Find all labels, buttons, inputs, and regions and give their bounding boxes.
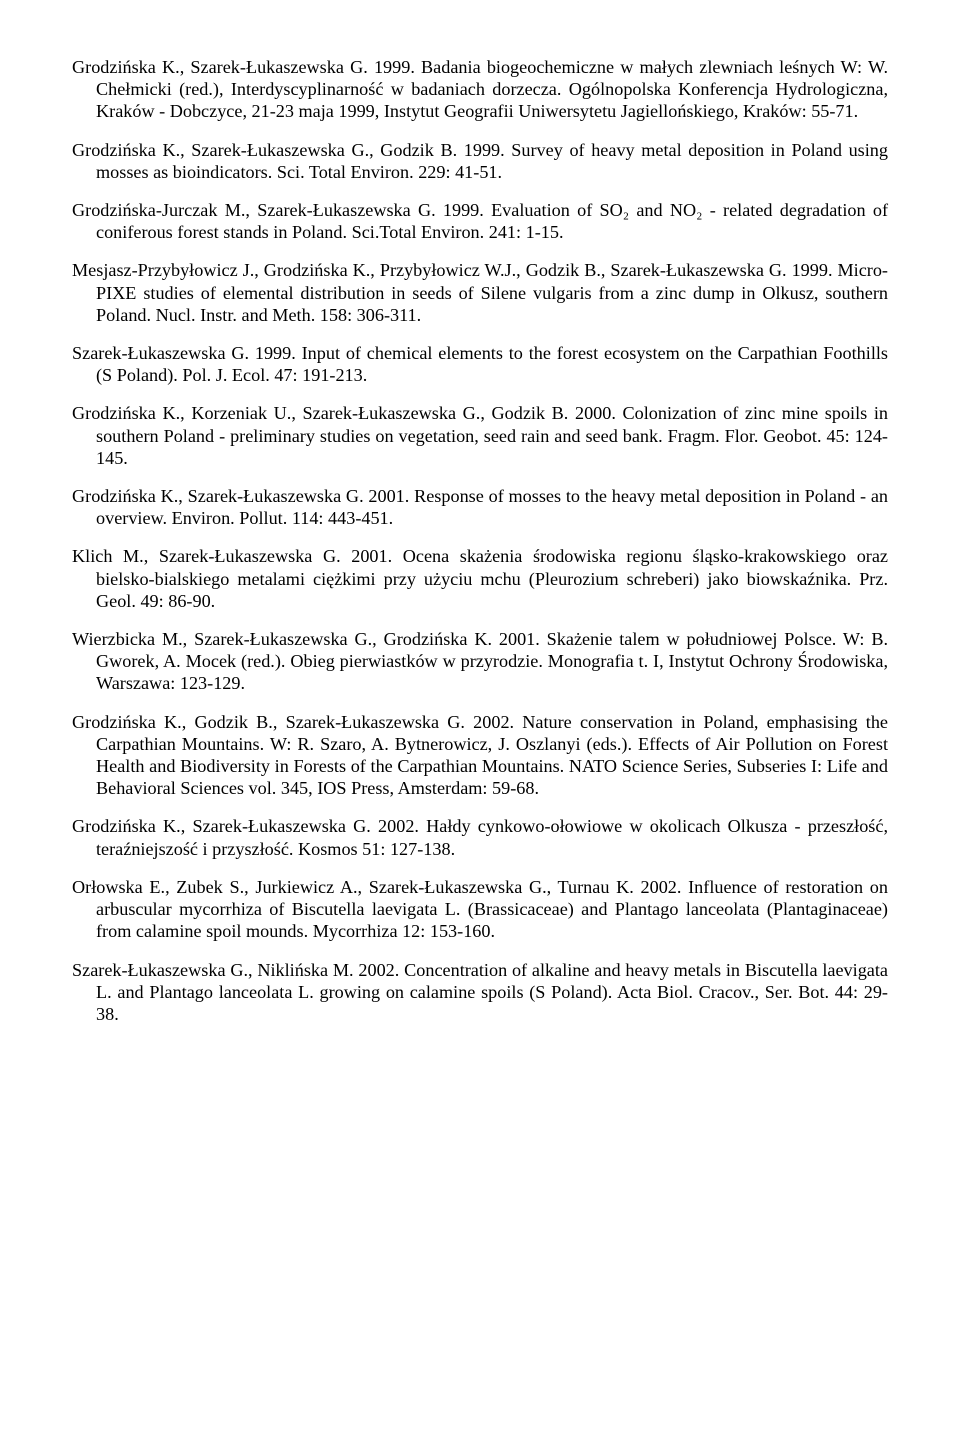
reference-item: Grodzińska K., Szarek-Łukaszewska G., Go… xyxy=(72,139,888,183)
reference-item: Grodzińska K., Korzeniak U., Szarek-Łuka… xyxy=(72,402,888,469)
reference-item: Klich M., Szarek-Łukaszewska G. 2001. Oc… xyxy=(72,545,888,612)
reference-item: Grodzińska-Jurczak M., Szarek-Łukaszewsk… xyxy=(72,199,888,243)
reference-item: Grodzińska K., Szarek-Łukaszewska G. 199… xyxy=(72,56,888,123)
reference-item: Orłowska E., Zubek S., Jurkiewicz A., Sz… xyxy=(72,876,888,943)
reference-item: Wierzbicka M., Szarek-Łukaszewska G., Gr… xyxy=(72,628,888,695)
reference-item: Grodzińska K., Szarek-Łukaszewska G. 200… xyxy=(72,485,888,529)
reference-item: Grodzińska K., Szarek-Łukaszewska G. 200… xyxy=(72,815,888,859)
reference-item: Mesjasz-Przybyłowicz J., Grodzińska K., … xyxy=(72,259,888,326)
reference-item: Szarek-Łukaszewska G., Niklińska M. 2002… xyxy=(72,959,888,1026)
reference-item: Grodzińska K., Godzik B., Szarek-Łukasze… xyxy=(72,711,888,800)
reference-item: Szarek-Łukaszewska G. 1999. Input of che… xyxy=(72,342,888,386)
